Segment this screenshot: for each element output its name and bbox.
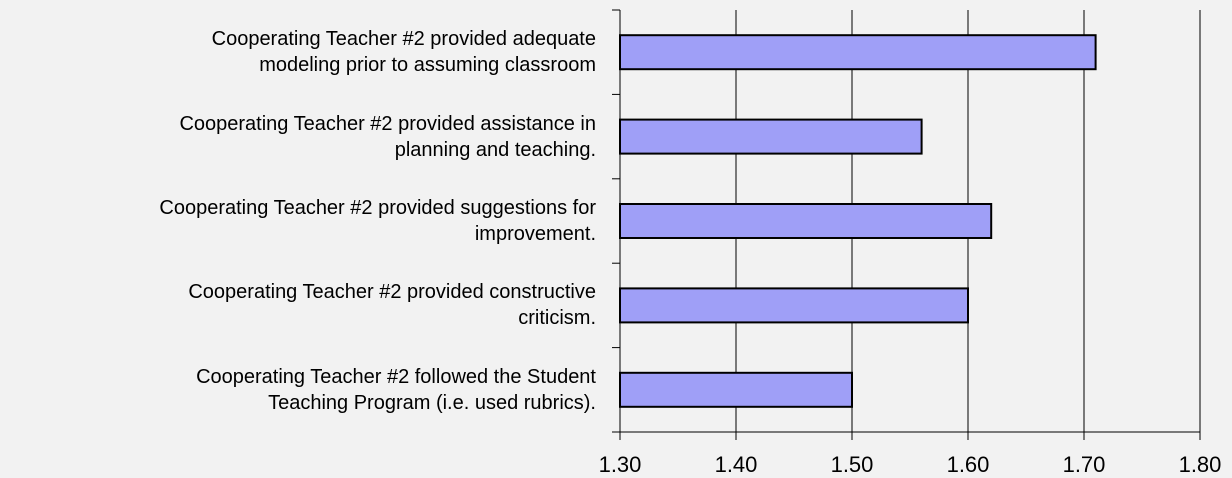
x-tick-label: 1.70 [1063, 452, 1106, 477]
x-tick-label: 1.50 [831, 452, 874, 477]
bar [619, 371, 853, 408]
bar [619, 203, 993, 239]
bar [619, 287, 969, 324]
y-tick-label: Cooperating Teacher #2 provided suggesti… [159, 197, 596, 245]
x-tick-label: 1.40 [715, 452, 758, 477]
x-tick-label: 1.60 [947, 452, 990, 477]
bar [619, 34, 1097, 71]
x-tick-label: 1.30 [599, 452, 642, 477]
bar [619, 118, 923, 155]
y-tick-label: Cooperating Teacher #2 provided assistan… [179, 112, 596, 161]
y-tick-label: Cooperating Teacher #2 followed the Stud… [196, 365, 596, 414]
y-tick-label: Cooperating Teacher #2 provided adequate… [211, 28, 596, 77]
y-tick-label: Cooperating Teacher #2 provided construc… [188, 281, 596, 330]
x-tick-label: 1.80 [1179, 452, 1222, 477]
